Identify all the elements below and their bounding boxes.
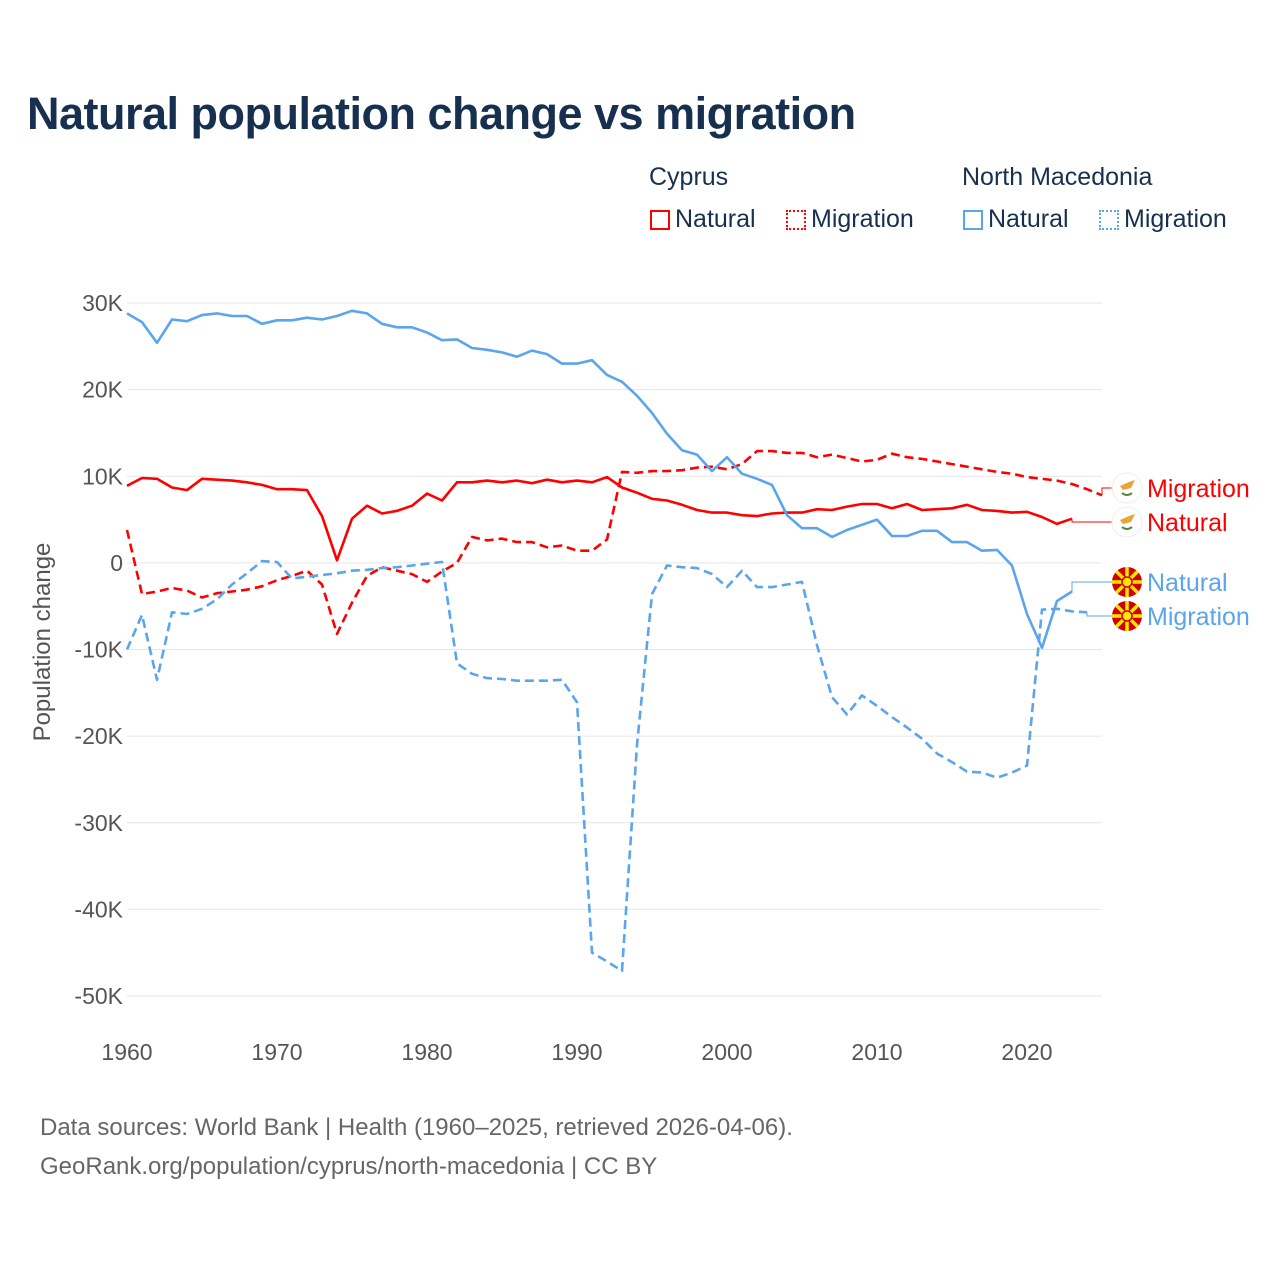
legend-label: Natural [988,205,1069,233]
legend-swatch-solid [963,209,983,230]
series-line-north-macedonia-natural [126,309,1073,650]
legend-item-nm-migration[interactable]: Migration [1099,205,1227,234]
flag-sun [1121,610,1133,622]
y-tick-label: 10K [82,463,124,489]
flag-branches [1121,526,1133,530]
y-tick-label: -20K [74,723,123,749]
leader-line [1071,518,1112,523]
y-tick-label: -30K [74,810,123,836]
flag-island [1120,514,1135,524]
legend-item-cyprus-natural[interactable]: Natural [650,205,756,234]
leader-line [1071,581,1112,592]
y-tick-label: 0 [110,550,123,576]
legend-label: Natural [675,205,756,233]
series-line-north-macedonia-migration [125,559,1088,973]
flag-branches [1121,492,1133,496]
y-tick-label: -10K [74,637,123,663]
legend-item-nm-natural[interactable]: Natural [963,205,1069,234]
legend-item-cyprus-migration[interactable]: Migration [786,205,914,234]
x-tick-label: 1980 [401,1039,452,1065]
footer-attribution: GeoRank.org/population/cyprus/north-mace… [40,1153,658,1180]
leader-line [1086,612,1112,617]
y-tick-label: -50K [74,983,123,1009]
leader-line [1101,487,1112,496]
y-tick-label: 20K [82,377,124,403]
end-label: Migration [1147,603,1250,631]
legend-swatch-dotted [786,209,806,230]
north-macedonia-flag-icon [1112,601,1142,631]
north-macedonia-flag-icon [1112,567,1142,597]
legend-label: Migration [811,205,914,233]
footer: Data sources: World Bank | Health (1960–… [40,1108,793,1186]
y-axis-label: Population change [29,543,56,742]
flag-sun [1121,576,1133,588]
y-tick-label: 30K [82,290,124,316]
y-tick-label: -40K [74,896,123,922]
end-label: Migration [1147,475,1250,503]
legend-group-north-macedonia: North Macedonia [962,163,1153,191]
cyprus-flag-icon [1111,506,1143,538]
x-tick-label: 1960 [101,1039,152,1065]
x-tick-label: 2000 [701,1039,752,1065]
legend-swatch-solid [650,209,670,230]
flag-island [1120,480,1135,490]
legend-group-cyprus: Cyprus [649,163,729,191]
x-tick-label: 2020 [1001,1039,1052,1065]
series-line-cyprus-natural [126,475,1073,562]
legend-label: Migration [1124,205,1227,233]
x-tick-label: 1970 [251,1039,302,1065]
x-tick-label: 1990 [551,1039,602,1065]
cyprus-flag-icon [1111,472,1143,504]
footer-sources: Data sources: World Bank | Health (1960–… [40,1114,793,1141]
chart-title: Natural population change vs migration [27,88,856,139]
end-label: Natural [1147,509,1228,537]
x-tick-label: 2010 [851,1039,902,1065]
legend-swatch-dotted [1099,209,1119,230]
end-label: Natural [1147,569,1228,597]
